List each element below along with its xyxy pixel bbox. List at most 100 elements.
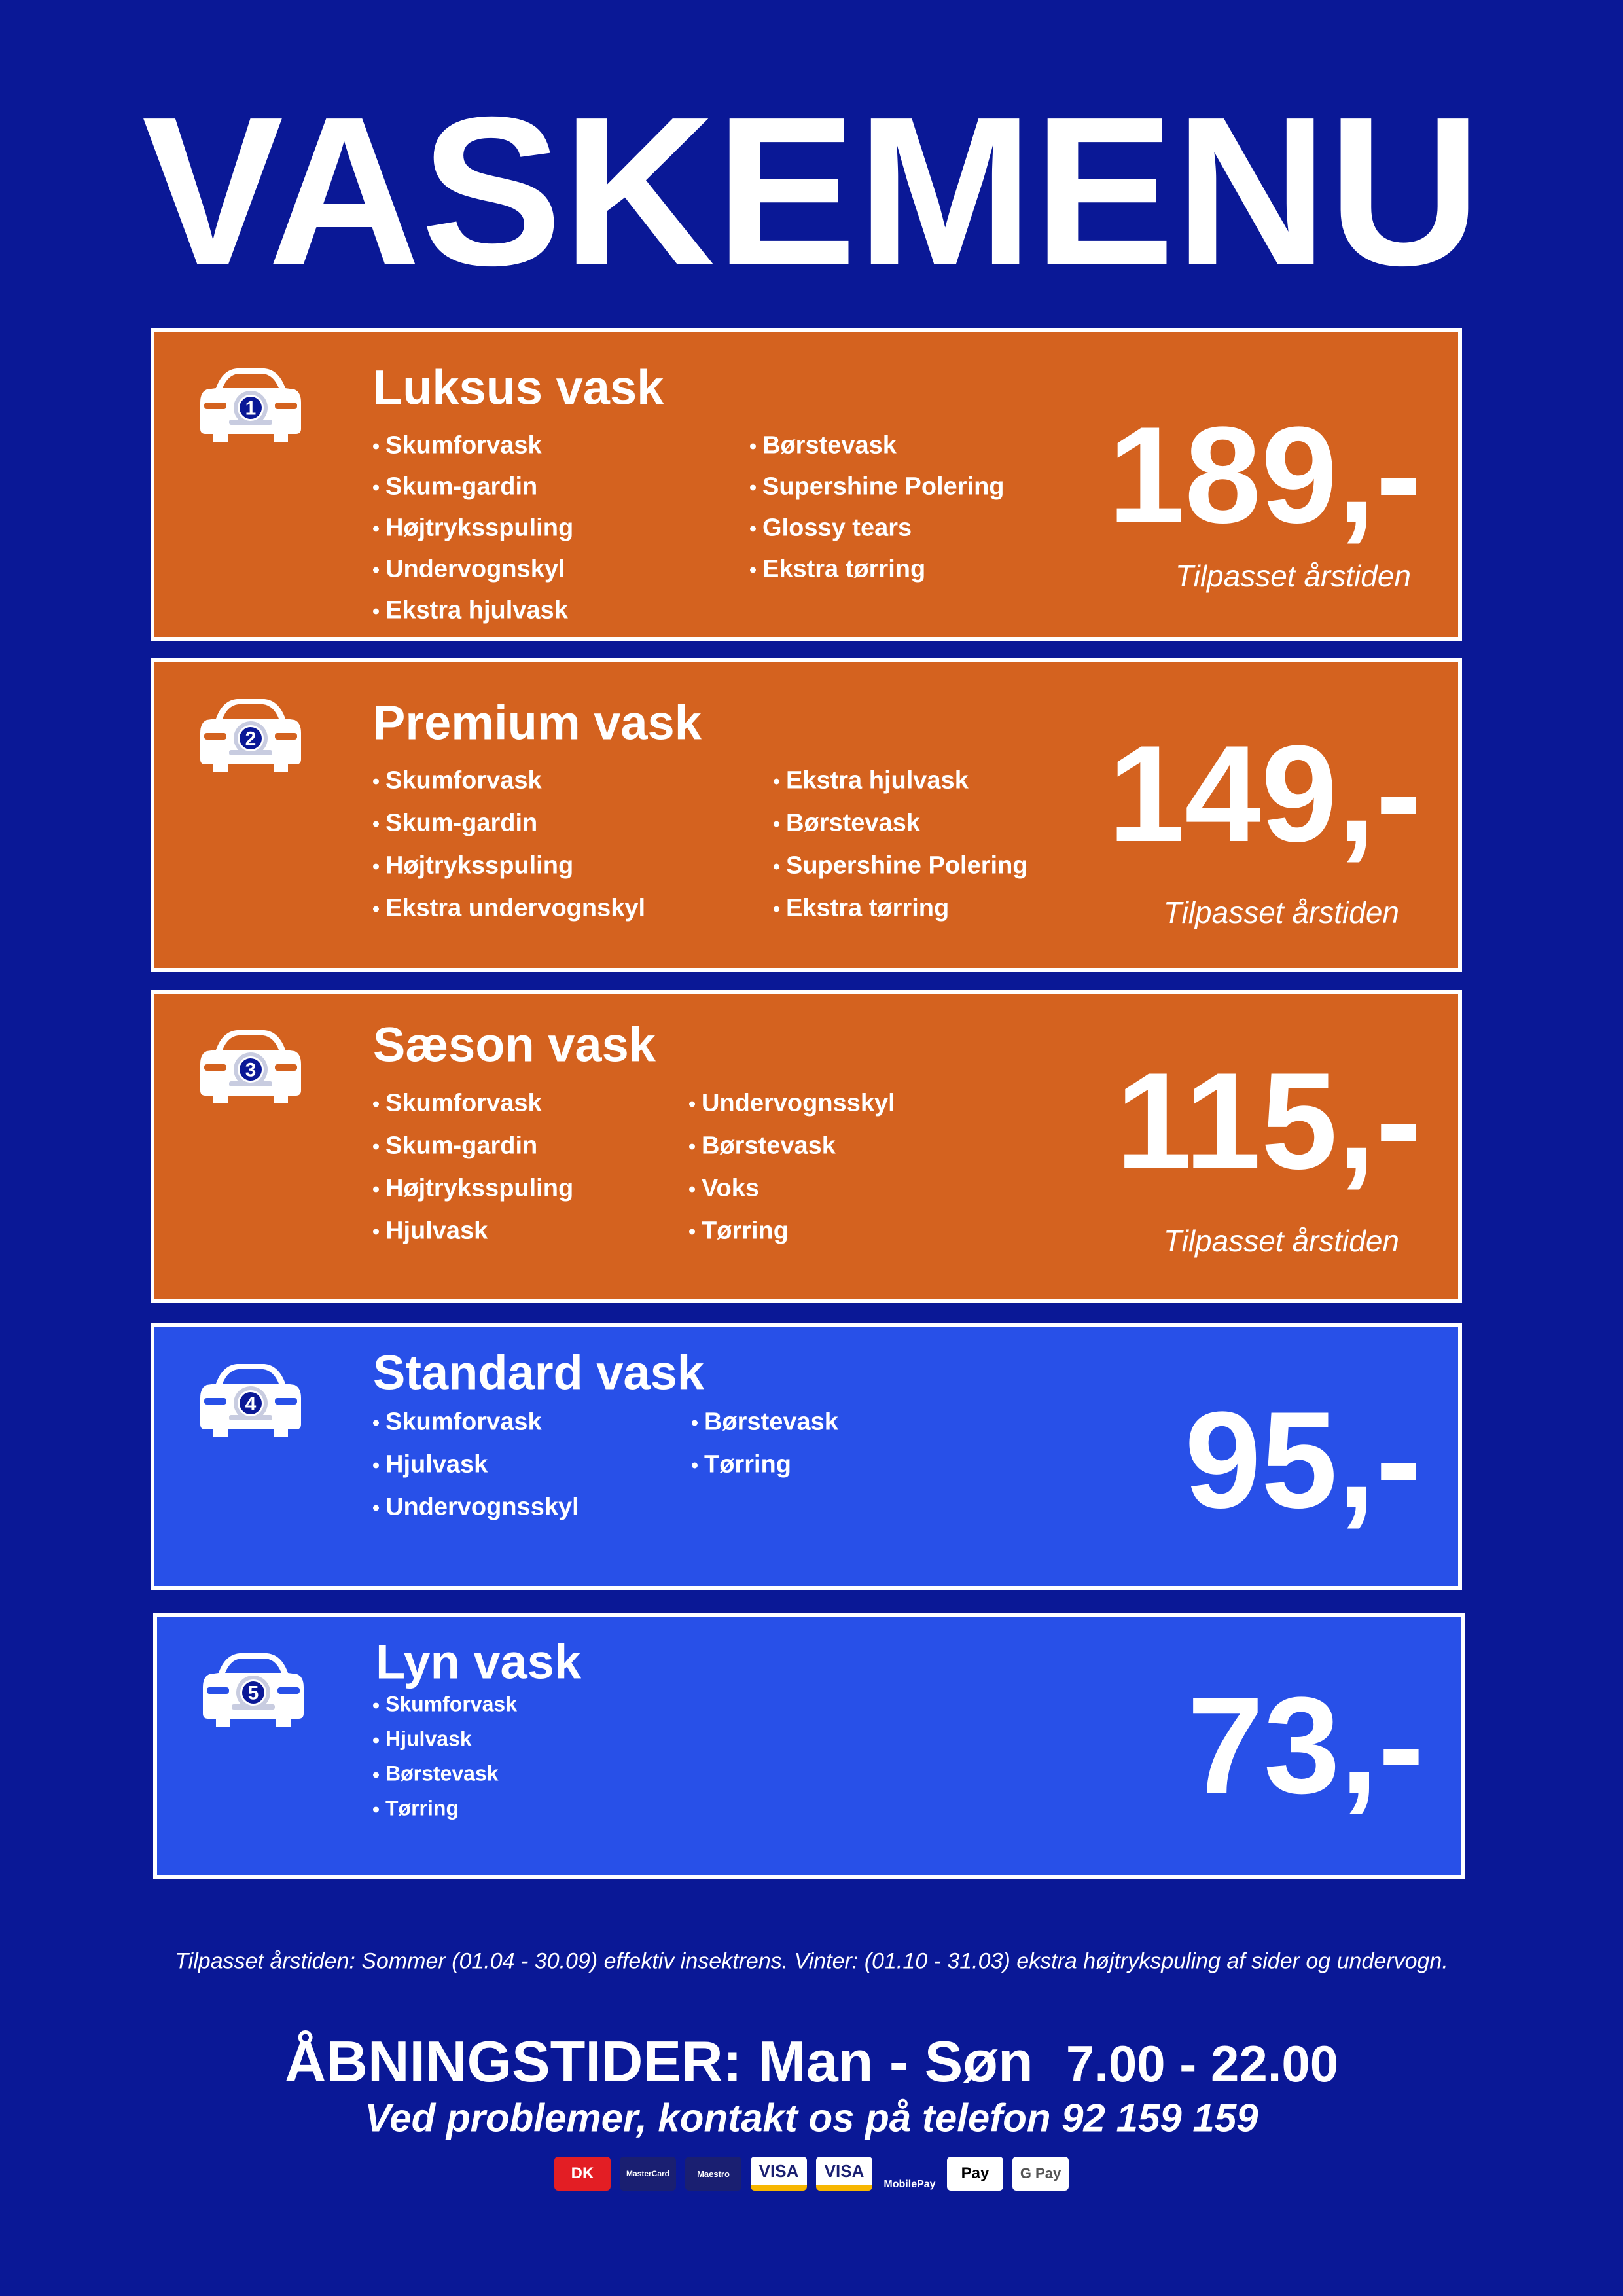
feature-text: Ekstra hjulvask	[385, 596, 568, 624]
feature-text: Børstevask	[702, 1132, 836, 1160]
feature-text: Børstevask	[704, 1408, 838, 1436]
feature-text: Supershine Polering	[786, 852, 1028, 880]
feature: Glossy tears	[750, 514, 912, 543]
feature-text: Børstevask	[762, 431, 897, 459]
price-note: Tilpasset årstiden	[1163, 895, 1399, 929]
feature: Hjulvask	[373, 1727, 472, 1751]
feature: Hjulvask	[373, 1217, 488, 1246]
feature-text: Supershine Polering	[762, 473, 1005, 501]
feature: Ekstra tørring	[774, 895, 949, 923]
bullet	[750, 567, 756, 573]
bullet	[373, 778, 379, 785]
price: 95,-	[1185, 1383, 1421, 1537]
bullet	[750, 484, 756, 491]
price: 149,-	[1108, 717, 1421, 870]
title: VASKEMENU	[141, 73, 1482, 310]
contact: Ved problemer, kontakt os på telefon 92 …	[365, 2096, 1258, 2140]
feature-text: Skum-gardin	[385, 1132, 538, 1160]
payment-logo: DK	[554, 2157, 611, 2191]
bullet	[774, 778, 779, 785]
feature: Skumforvask	[373, 432, 542, 460]
car-icon: 5	[203, 1653, 304, 1727]
feature-text: Hjulvask	[385, 1450, 488, 1479]
feature-text: Tørring	[385, 1796, 459, 1820]
payment-logos: DK MasterCard Maestro VISA VISA MobilePay Pay G…	[0, 2157, 1623, 2191]
feature: Højtryksspuling	[373, 1175, 573, 1203]
feature-text: Ekstra tørring	[762, 555, 926, 583]
badge-number: 2	[245, 728, 257, 750]
package-card: 3 Sæson vask Skumforvask Skum-gardin Højtryk…	[151, 990, 1462, 1303]
bullet	[373, 1186, 379, 1193]
feature-text: Skum-gardin	[385, 473, 538, 501]
bullet	[373, 526, 379, 532]
bullet	[373, 1462, 379, 1469]
feature: Hjulvask	[373, 1451, 488, 1479]
feature: Ekstra undervognskyl	[373, 895, 645, 923]
badge-number: 4	[245, 1393, 257, 1415]
payment-logo: Pay	[947, 2157, 1003, 2191]
bullet	[373, 1143, 379, 1150]
feature: Undervognskyl	[373, 556, 565, 584]
payment-logo: VISA	[751, 2157, 807, 2191]
bullet	[373, 484, 379, 491]
bullet	[373, 906, 379, 912]
package-card: 5 Lyn vask Skumforvask Hjulvask Børstevask Tø…	[153, 1613, 1465, 1879]
car-icon: 3	[200, 1030, 301, 1103]
feature-text: Skum-gardin	[385, 809, 538, 837]
package-name: Lyn vask	[376, 1634, 581, 1689]
bullet	[689, 1186, 695, 1193]
car-icon: 4	[200, 1364, 301, 1437]
feature-text: Glossy tears	[762, 514, 912, 542]
bullet	[373, 1737, 379, 1744]
feature: Skumforvask	[373, 1408, 542, 1437]
feature: Børstevask	[750, 432, 897, 460]
bullet	[373, 1101, 379, 1107]
feature-text: Undervognskyl	[385, 555, 565, 583]
feature-text: Skumforvask	[385, 1408, 542, 1436]
feature: Tørring	[373, 1797, 459, 1821]
package-card: 2 Premium vask Skumforvask Skum-gardin Højtr…	[151, 658, 1462, 972]
feature: Skum-gardin	[373, 810, 537, 838]
feature-text: Skumforvask	[385, 431, 542, 459]
feature-text: Højtryksspuling	[385, 1174, 574, 1202]
feature: Børstevask	[692, 1408, 838, 1437]
package-name: Premium vask	[373, 695, 702, 750]
bullet	[774, 906, 779, 912]
price-note: Tilpasset årstiden	[1175, 559, 1411, 593]
bullet	[750, 443, 756, 450]
feature: Skum-gardin	[373, 473, 537, 501]
bullet	[373, 1505, 379, 1511]
hours-time: 7.00 - 22.00	[1065, 2035, 1339, 2092]
feature-text: Ekstra undervognskyl	[385, 894, 646, 922]
feature: Ekstra hjulvask	[373, 597, 568, 625]
feature-text: Undervognsskyl	[385, 1493, 579, 1521]
feature: Børstevask	[373, 1762, 499, 1786]
bullet	[373, 1806, 379, 1813]
payment-logo: MobilePay	[883, 2179, 936, 2190]
package-name: Standard vask	[373, 1345, 704, 1400]
feature: Voks	[689, 1175, 759, 1203]
bullet	[689, 1229, 695, 1235]
feature: Højtryksspuling	[373, 852, 573, 880]
hours-label: ÅBNINGSTIDER: Man - Søn	[284, 2029, 1033, 2094]
feature-text: Højtryksspuling	[385, 514, 574, 542]
feature: Ekstra hjulvask	[774, 767, 969, 795]
price-note: Tilpasset årstiden	[1163, 1224, 1399, 1258]
bullet	[373, 567, 379, 573]
feature: Supershine Polering	[750, 473, 1005, 501]
package-card: 4 Standard vask Skumforvask Hjulvask Undervo…	[151, 1323, 1462, 1590]
package-name: Luksus vask	[373, 360, 664, 415]
price: 73,-	[1187, 1668, 1424, 1822]
feature-text: Hjulvask	[385, 1217, 488, 1245]
bullet	[774, 821, 779, 827]
bullet	[750, 526, 756, 532]
feature-text: Børstevask	[786, 809, 920, 837]
feature: Skumforvask	[373, 1693, 517, 1717]
feature: Undervognsskyl	[373, 1494, 579, 1522]
feature: Højtryksspuling	[373, 514, 573, 543]
feature-text: Højtryksspuling	[385, 852, 574, 880]
payment-logo: G Pay	[1012, 2157, 1069, 2191]
bullet	[689, 1143, 695, 1150]
bullet	[373, 1420, 379, 1426]
badge-number: 3	[245, 1060, 257, 1081]
